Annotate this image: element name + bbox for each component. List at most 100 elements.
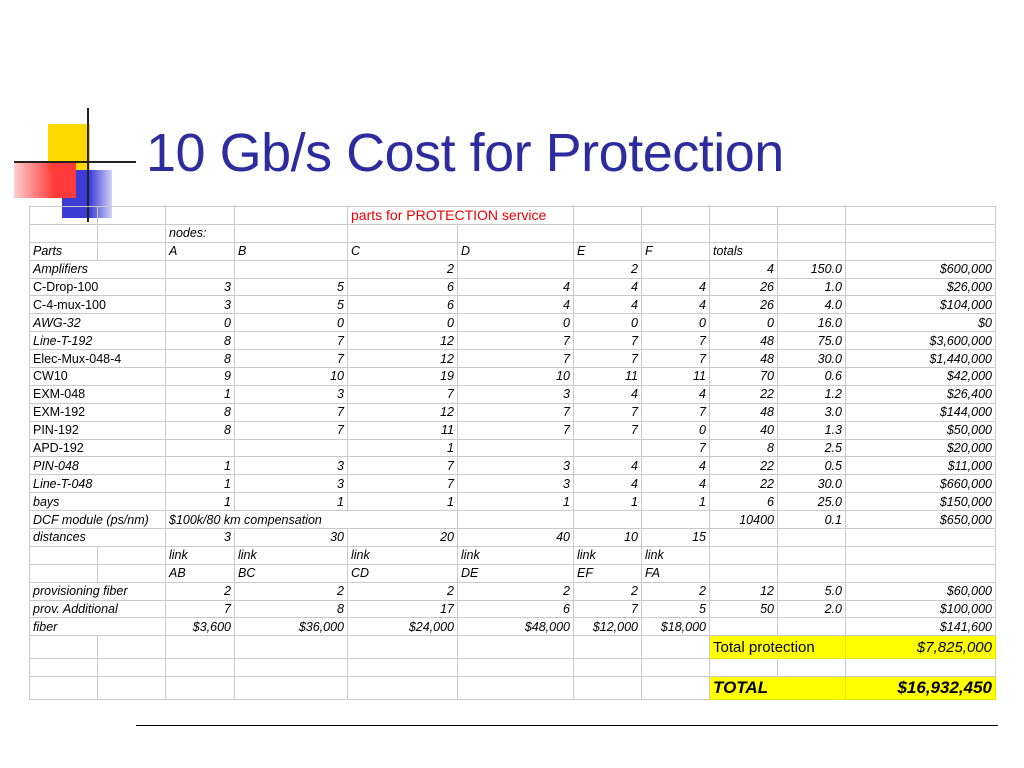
link-label: link (347, 545, 458, 565)
part-row: Elec-Mux-048-4 8 7 12 7 7 7 48 30.0 $1,440,000 (29, 349, 996, 369)
part-count: 1 (457, 492, 574, 512)
part-count: 0 (641, 313, 710, 333)
part-count: 7 (234, 331, 348, 351)
fiber-total: 12 (709, 581, 778, 601)
service-label: parts for PROTECTION service (347, 206, 574, 225)
fiber-count: 6 (457, 599, 574, 619)
part-cost: $1,440,000 (845, 349, 996, 369)
part-count: 11 (573, 367, 642, 386)
part-count: 0 (347, 313, 458, 333)
part-cost: $42,000 (845, 367, 996, 386)
part-count: 10 (234, 367, 348, 386)
empty-cell (709, 223, 778, 243)
part-cost: $660,000 (845, 474, 996, 494)
empty-cell (29, 223, 98, 243)
fiber-cost: $60,000 (845, 581, 996, 601)
part-count: 3 (457, 456, 574, 476)
fiber-count: 2 (457, 581, 574, 601)
empty-cell (777, 223, 846, 243)
part-count: 4 (641, 384, 710, 404)
part-total: 22 (709, 384, 778, 404)
empty-cell (777, 563, 846, 583)
part-count: 5 (234, 277, 348, 297)
fiber-link-cost: $48,000 (457, 617, 574, 637)
part-count: 3 (457, 474, 574, 494)
distance-value: 40 (457, 528, 574, 547)
part-count: 1 (234, 492, 348, 512)
unit-cost: 1.3 (777, 420, 846, 440)
prov-add-label: prov. Additional (29, 599, 166, 619)
fiber-link-cost: $24,000 (347, 617, 458, 637)
link-name: FA (641, 563, 710, 583)
prov-fiber-label: provisioning fiber (29, 581, 166, 601)
node-header-b: B (234, 241, 348, 261)
part-count: 7 (641, 331, 710, 351)
part-count: 4 (641, 295, 710, 315)
distance-value: 15 (641, 528, 710, 547)
part-count: 7 (347, 474, 458, 494)
part-total: 0 (709, 313, 778, 333)
part-total: 4 (709, 259, 778, 279)
link-label: link (165, 545, 235, 565)
part-row: C-Drop-100 3 5 6 4 4 4 26 1.0 $26,000 (29, 277, 996, 297)
part-count (457, 438, 574, 458)
empty-cell (165, 635, 235, 660)
part-count: 1 (573, 492, 642, 512)
dcf-unit: 0.1 (777, 510, 846, 530)
part-count: 7 (457, 349, 574, 369)
part-count: 7 (641, 349, 710, 369)
fiber-unit: 5.0 (777, 581, 846, 601)
unit-cost: 4.0 (777, 295, 846, 315)
empty-cell (641, 635, 710, 660)
empty-cell (457, 223, 574, 243)
fiber-total-cost: $141,600 (845, 617, 996, 637)
empty-cell (165, 658, 235, 678)
fiber-unit: 2.0 (777, 599, 846, 619)
part-row: Amplifiers 2 2 4 150.0 $600,000 (29, 259, 996, 279)
empty-cell (709, 658, 778, 678)
part-count: 7 (573, 420, 642, 440)
part-count: 2 (573, 259, 642, 279)
empty-cell (29, 658, 98, 678)
unit-cost: 0.5 (777, 456, 846, 476)
part-cost: $150,000 (845, 492, 996, 512)
empty-cell (29, 635, 98, 660)
part-total: 70 (709, 367, 778, 386)
part-row: EXM-048 1 3 7 3 4 4 22 1.2 $26,400 (29, 384, 996, 404)
part-count: 8 (165, 420, 235, 440)
part-count: 1 (641, 492, 710, 512)
part-name: C-4-mux-100 (29, 295, 166, 315)
part-cost: $11,000 (845, 456, 996, 476)
part-count: 3 (457, 384, 574, 404)
empty-cell (777, 206, 846, 225)
decor-red-bar (14, 162, 76, 198)
fiber-count: 7 (165, 599, 235, 619)
grand-total-label: TOTAL (709, 676, 846, 701)
part-row: Line-T-192 8 7 12 7 7 7 48 75.0 $3,600,000 (29, 331, 996, 351)
empty-cell (641, 206, 710, 225)
totals-header: totals (709, 241, 778, 261)
dcf-name: DCF module (ps/nm) (29, 510, 166, 530)
link-label: link (234, 545, 348, 565)
part-count (165, 438, 235, 458)
part-count: 1 (165, 474, 235, 494)
part-count: 4 (573, 384, 642, 404)
empty-cell (845, 223, 996, 243)
part-total: 6 (709, 492, 778, 512)
empty-cell (29, 563, 98, 583)
part-count: 4 (641, 277, 710, 297)
empty-cell (457, 635, 574, 660)
fiber-cost-row: fiber $3,600 $36,000 $24,000 $48,000 $12,000 $… (29, 617, 996, 637)
empty-cell (709, 206, 778, 225)
node-header-a: A (165, 241, 235, 261)
part-name: AWG-32 (29, 313, 166, 333)
spacer-row (29, 658, 996, 678)
empty-cell (641, 676, 710, 701)
part-count: 4 (573, 456, 642, 476)
fiber-count: 5 (641, 599, 710, 619)
part-count: 3 (165, 295, 235, 315)
empty-cell (777, 545, 846, 565)
part-count: 3 (165, 277, 235, 297)
part-count (457, 259, 574, 279)
part-total: 26 (709, 295, 778, 315)
